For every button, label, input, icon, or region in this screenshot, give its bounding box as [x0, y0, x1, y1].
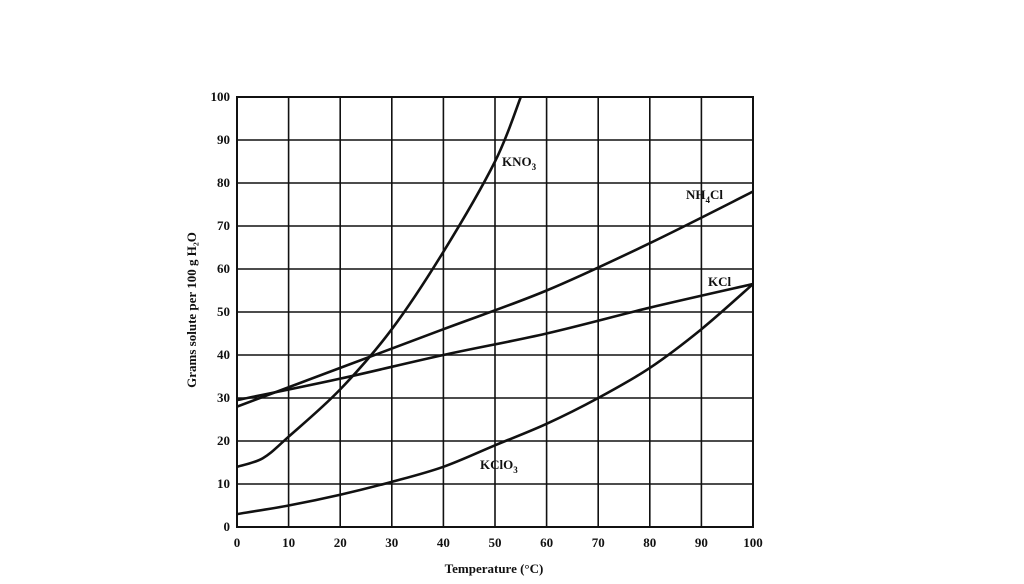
x-tick-label: 90	[695, 535, 708, 550]
y-tick-label: 40	[217, 347, 230, 362]
y-tick-label: 0	[224, 519, 231, 534]
y-tick-label: 20	[217, 433, 230, 448]
x-tick-label: 80	[643, 535, 656, 550]
x-tick-label: 0	[234, 535, 241, 550]
series-label: KClO3	[480, 457, 518, 475]
series-label: NH4Cl	[686, 187, 723, 205]
grid	[236, 96, 754, 528]
y-tick-label: 10	[217, 476, 230, 491]
x-axis-title: Temperature (°C)	[445, 561, 544, 576]
x-tick-label: 10	[282, 535, 295, 550]
series-line	[237, 190, 753, 408]
y-tick-label: 100	[211, 89, 231, 104]
y-axis-title: Grams solute per 100 g H₂O	[184, 232, 199, 388]
series-line	[237, 283, 753, 516]
series-line	[237, 97, 523, 469]
series-labels: KNO3 NH4Cl KCl KClO3	[480, 154, 732, 475]
x-tick-label: 70	[592, 535, 605, 550]
plot-frame	[236, 96, 754, 528]
y-tick-label: 60	[217, 261, 230, 276]
series-label: KCl	[708, 274, 732, 289]
series-label: KNO3	[502, 154, 537, 172]
x-tick-label: 40	[437, 535, 450, 550]
y-tick-label: 50	[217, 304, 230, 319]
y-tick-label: 80	[217, 175, 230, 190]
x-tick-label: 60	[540, 535, 553, 550]
series-lines	[237, 97, 753, 516]
series-line	[237, 282, 753, 402]
x-tick-label: 30	[385, 535, 398, 550]
y-tick-label: 90	[217, 132, 230, 147]
x-tick-label: 100	[743, 535, 763, 550]
y-tick-label: 70	[217, 218, 230, 233]
x-tick-label: 20	[334, 535, 347, 550]
x-tick-label: 50	[489, 535, 502, 550]
tick-labels: 0 10 20 30 40 50 60 70 80 90 100 0 10 20 30 40 50 60 70 80 9…	[211, 89, 763, 550]
y-tick-label: 30	[217, 390, 230, 405]
